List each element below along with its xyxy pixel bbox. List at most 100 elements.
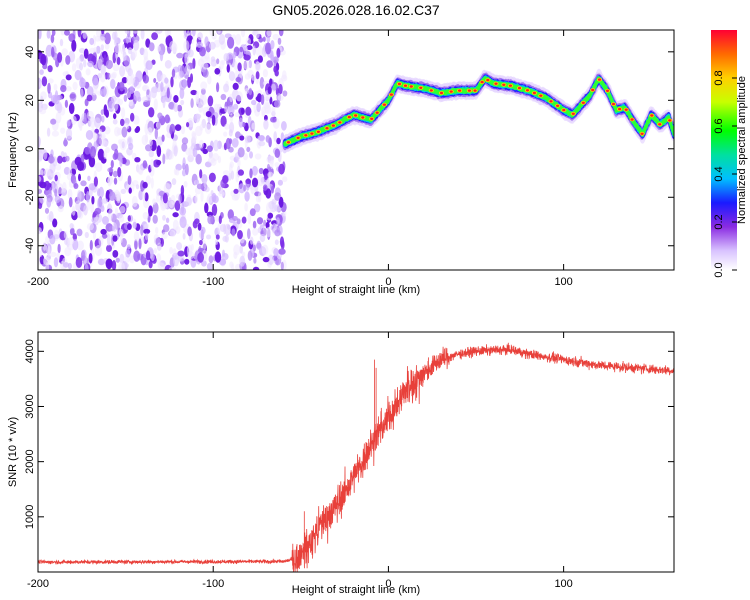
ridge-peak-red bbox=[370, 117, 374, 121]
noise-blob bbox=[46, 127, 51, 137]
noise-blob bbox=[86, 222, 94, 231]
noise-blob bbox=[116, 193, 121, 204]
noise-blob bbox=[121, 126, 128, 138]
noise-blob bbox=[282, 90, 288, 97]
noise-blob bbox=[141, 134, 149, 146]
noise-blob bbox=[112, 222, 118, 232]
noise-blob bbox=[87, 175, 91, 181]
noise-blob bbox=[93, 132, 98, 142]
noise-blob bbox=[164, 60, 172, 69]
noise-blob bbox=[142, 85, 147, 92]
noise-blob bbox=[208, 172, 216, 183]
noise-blob bbox=[255, 61, 261, 71]
ridge-peak-red bbox=[467, 89, 471, 92]
noise-blob bbox=[65, 155, 70, 162]
noise-blob bbox=[84, 147, 91, 155]
noise-blob bbox=[206, 234, 212, 240]
noise-blob bbox=[131, 195, 138, 208]
noise-blob bbox=[74, 156, 83, 166]
noise-blob bbox=[164, 77, 169, 84]
colorbar-tick-label: 0.4 bbox=[713, 166, 725, 181]
noise-blob bbox=[273, 131, 278, 142]
noise-blob bbox=[251, 75, 256, 81]
ridge-peak-red bbox=[658, 123, 662, 126]
noise-blob bbox=[270, 116, 277, 123]
noise-blob bbox=[255, 30, 260, 39]
noise-blob bbox=[46, 198, 52, 208]
noise-blob bbox=[248, 87, 253, 96]
noise-blob bbox=[251, 177, 259, 188]
ridge-peak-red bbox=[539, 94, 543, 97]
noise-blob bbox=[213, 139, 220, 152]
noise-blob bbox=[272, 33, 280, 41]
noise-blob bbox=[263, 219, 267, 227]
ridge-peak-red bbox=[581, 101, 585, 105]
top-x-axis: -200 -100 0 100 bbox=[27, 30, 573, 288]
noise-blob bbox=[112, 170, 118, 178]
noise-blob bbox=[85, 191, 90, 203]
top-ytick-label: -40 bbox=[24, 238, 36, 254]
ridge-peak-red bbox=[571, 112, 575, 116]
noise-blob bbox=[52, 95, 60, 105]
noise-blob bbox=[75, 257, 83, 268]
noise-blob bbox=[226, 64, 230, 73]
noise-blob bbox=[273, 248, 279, 257]
noise-blob bbox=[125, 249, 131, 258]
noise-blob bbox=[94, 117, 101, 128]
noise-blob bbox=[271, 185, 274, 194]
noise-blob bbox=[181, 142, 188, 152]
noise-blob bbox=[110, 160, 114, 169]
noise-blob bbox=[51, 46, 55, 58]
noise-blob bbox=[278, 248, 286, 255]
noise-blob bbox=[206, 195, 213, 204]
noise-blob bbox=[51, 130, 60, 137]
noise-blob bbox=[281, 121, 287, 131]
noise-blob bbox=[278, 83, 283, 95]
noise-blob bbox=[140, 30, 145, 40]
noise-blob bbox=[63, 230, 68, 239]
noise-blob bbox=[191, 30, 196, 37]
noise-blob bbox=[152, 202, 159, 214]
noise-blob bbox=[261, 244, 269, 256]
noise-blob bbox=[200, 81, 208, 90]
noise-blob bbox=[274, 148, 281, 158]
noise-blob bbox=[60, 85, 67, 93]
noise-blob bbox=[228, 71, 236, 82]
noise-blob bbox=[266, 202, 273, 214]
colorbar-tick-label: 0.6 bbox=[713, 118, 725, 133]
noise-blob bbox=[202, 148, 208, 155]
noise-blob bbox=[57, 52, 63, 63]
snr-frame bbox=[37, 331, 675, 573]
noise-blob bbox=[209, 30, 214, 36]
ridge-peak-red bbox=[668, 119, 672, 122]
noise-blob bbox=[79, 47, 86, 54]
noise-blob bbox=[182, 157, 186, 169]
noise-blob bbox=[126, 244, 131, 250]
noise-blob bbox=[84, 264, 89, 270]
noise-blob bbox=[39, 181, 47, 189]
noise-blob bbox=[216, 82, 220, 93]
noise-blob bbox=[77, 190, 82, 202]
noise-blob bbox=[89, 37, 95, 46]
ridge-blob bbox=[669, 121, 673, 126]
noise-blob bbox=[103, 54, 107, 67]
noise-blob bbox=[252, 45, 256, 56]
noise-blob bbox=[266, 30, 273, 37]
noise-blob bbox=[74, 69, 82, 81]
bottom-xtick-label: 100 bbox=[554, 578, 572, 590]
noise-blob bbox=[39, 69, 44, 75]
noise-blob bbox=[233, 61, 238, 71]
noise-blob bbox=[174, 200, 181, 211]
noise-blob bbox=[71, 205, 76, 216]
noise-blob bbox=[217, 30, 221, 34]
noise-blob bbox=[211, 203, 218, 216]
noise-blob bbox=[64, 99, 68, 108]
noise-blob bbox=[277, 95, 284, 101]
noise-blob bbox=[216, 58, 220, 65]
noise-blob bbox=[278, 30, 284, 37]
noise-blob bbox=[64, 85, 72, 92]
noise-blob bbox=[166, 183, 172, 189]
noise-blob bbox=[119, 155, 123, 167]
noise-blob bbox=[202, 62, 209, 70]
noise-blob bbox=[257, 135, 265, 141]
